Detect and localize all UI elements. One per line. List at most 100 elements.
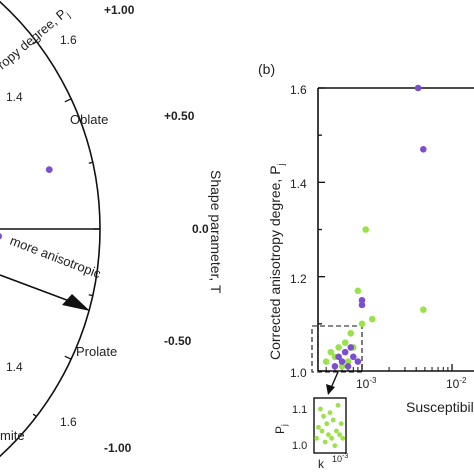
angular-tick-label: -0.50 bbox=[164, 334, 192, 348]
data-point bbox=[358, 301, 366, 309]
inset-plot: 1.1 1.0 Pj k 10-3 bbox=[273, 397, 348, 471]
y-tick-label: 1.4 bbox=[290, 177, 307, 191]
angular-ticks bbox=[32, 40, 100, 418]
data-point bbox=[334, 428, 339, 434]
radial-tick-label: 1.6 bbox=[60, 33, 77, 47]
data-point bbox=[314, 435, 319, 441]
x-tick-label: 10-2 bbox=[446, 376, 467, 391]
inset-y-label-subscript: j bbox=[280, 424, 289, 427]
data-point bbox=[337, 432, 342, 438]
angular-axis-label: Shape parameter, T bbox=[208, 170, 224, 294]
data-point bbox=[45, 166, 53, 174]
inset-y-label-text: P bbox=[273, 426, 287, 434]
region-label-prolate: Prolate bbox=[76, 344, 117, 359]
data-point bbox=[338, 358, 346, 365]
data-point bbox=[341, 339, 349, 347]
anisotropy-arrowhead bbox=[62, 294, 90, 311]
data-point bbox=[319, 428, 325, 434]
data-point bbox=[347, 344, 355, 351]
x-tick-exponent: -2 bbox=[459, 376, 467, 385]
panel-label: (b) bbox=[258, 61, 275, 77]
inset-y-tick-label: 1.0 bbox=[292, 440, 307, 452]
angular-tick bbox=[64, 355, 72, 360]
y-axis-label: Corrected anisotropy degree, Pj bbox=[267, 163, 286, 360]
x-tick-base: 10 bbox=[446, 377, 460, 391]
x-tick-exponent: -3 bbox=[369, 376, 377, 385]
data-point bbox=[331, 362, 339, 370]
x-tick-label: 10-3 bbox=[356, 376, 377, 391]
data-point bbox=[324, 421, 330, 427]
angular-tick bbox=[32, 413, 37, 418]
anisotropy-arrow-label: more anisotropic bbox=[8, 233, 104, 282]
data-point bbox=[332, 443, 338, 449]
jelinek-plot: +1.00 +0.50 0.0 -0.50 -1.00 1.6 1.4 1.4 … bbox=[0, 0, 224, 458]
data-point bbox=[0, 233, 3, 240]
data-point bbox=[368, 315, 376, 323]
angular-tick-label: +0.50 bbox=[164, 109, 195, 123]
inset-x-tick-base: 10 bbox=[332, 454, 342, 464]
radial-tick-label: 1.4 bbox=[6, 90, 23, 104]
data-point bbox=[354, 358, 362, 365]
data-point bbox=[420, 306, 427, 313]
data-point bbox=[335, 353, 342, 361]
data-point bbox=[335, 344, 342, 351]
data-point bbox=[338, 421, 344, 427]
y-ticks bbox=[318, 87, 325, 372]
angular-tick bbox=[88, 161, 93, 164]
data-point bbox=[318, 406, 323, 412]
scatter-points bbox=[322, 84, 427, 370]
zoom-arrowhead bbox=[326, 384, 335, 395]
y-axis-label-text: Corrected anisotropy degree, P bbox=[267, 165, 283, 360]
data-point bbox=[330, 417, 336, 423]
data-point bbox=[414, 84, 422, 92]
y-tick-label: 1.2 bbox=[290, 272, 307, 286]
data-point bbox=[316, 424, 321, 430]
angular-tick-label: -1.00 bbox=[104, 441, 132, 455]
radial-tick-label: 1.6 bbox=[60, 415, 77, 429]
data-point bbox=[340, 435, 346, 441]
x-tick-base: 10 bbox=[356, 377, 370, 391]
data-point bbox=[322, 439, 328, 445]
data-point bbox=[329, 435, 334, 441]
angular-tick bbox=[88, 294, 93, 297]
data-point bbox=[362, 226, 370, 233]
data-point bbox=[344, 362, 352, 370]
inset-x-tick-exponent: -3 bbox=[342, 453, 348, 460]
data-point bbox=[344, 358, 352, 365]
polar-data-points bbox=[0, 166, 53, 240]
zoom-region-box bbox=[311, 325, 363, 373]
data-point bbox=[358, 320, 366, 328]
pj-vs-susceptibility-plot: (b) Corrected anisotropy degree, Pj 1.6 … bbox=[258, 61, 474, 415]
data-point bbox=[347, 329, 355, 337]
inset-x-label: k bbox=[318, 457, 325, 471]
data-point bbox=[349, 353, 357, 361]
y-axis-label-subscript: j bbox=[276, 163, 286, 166]
zoom-arrow bbox=[330, 371, 339, 389]
data-point bbox=[358, 296, 366, 304]
data-point bbox=[335, 402, 341, 408]
radial-tick-label: 1.4 bbox=[6, 360, 23, 374]
x-axis-label: Susceptibil bbox=[406, 399, 474, 415]
partial-region-label: mite bbox=[0, 428, 25, 443]
radial-axis-label-text: ropy degree, P bbox=[0, 6, 69, 72]
data-point bbox=[338, 362, 346, 370]
data-point bbox=[327, 348, 335, 356]
angular-tick bbox=[64, 98, 72, 103]
data-point bbox=[321, 413, 326, 419]
inset-scatter-points bbox=[314, 402, 346, 449]
y-tick-label: 1.0 bbox=[290, 366, 307, 380]
data-point bbox=[326, 432, 331, 438]
data-point bbox=[341, 348, 349, 356]
data-point bbox=[420, 146, 427, 153]
region-label-oblate: Oblate bbox=[70, 112, 108, 127]
angular-axis-label-text: Shape parameter, T bbox=[208, 170, 224, 294]
inset-y-label: Pj bbox=[273, 424, 289, 434]
angular-tick-label: +1.00 bbox=[104, 3, 135, 17]
data-point bbox=[354, 287, 362, 295]
angular-tick-label: 0.0 bbox=[192, 222, 209, 236]
y-tick-label: 1.6 bbox=[290, 83, 307, 97]
angular-tick bbox=[32, 40, 37, 45]
data-point bbox=[327, 410, 333, 416]
inset-y-tick-label: 1.1 bbox=[292, 404, 307, 416]
